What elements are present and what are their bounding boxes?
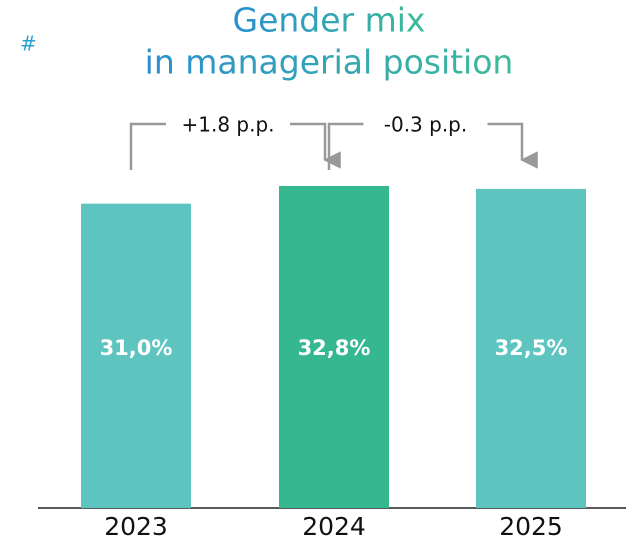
annotation-bracket xyxy=(129,122,166,170)
bar xyxy=(476,188,586,508)
annotation-arrow xyxy=(290,122,341,169)
x-tick-label: 2025 xyxy=(499,512,563,541)
annotation-arrow xyxy=(487,122,538,169)
chart-title: in managerial position xyxy=(145,43,514,82)
value-label: 32,5% xyxy=(495,336,568,360)
corner-mark: # xyxy=(20,32,37,56)
chart-title: Gender mix xyxy=(233,1,426,40)
x-tick-label: 2024 xyxy=(302,512,366,541)
annotation: +1.8 p.p. xyxy=(181,113,274,137)
annotation-bracket xyxy=(327,122,364,170)
x-tick-label: 2023 xyxy=(104,512,168,541)
annotation: -0.3 p.p. xyxy=(384,113,468,137)
bar xyxy=(279,185,389,509)
value-label: 32,8% xyxy=(298,336,371,360)
value-label: 31,0% xyxy=(100,336,173,360)
bar xyxy=(81,203,191,509)
